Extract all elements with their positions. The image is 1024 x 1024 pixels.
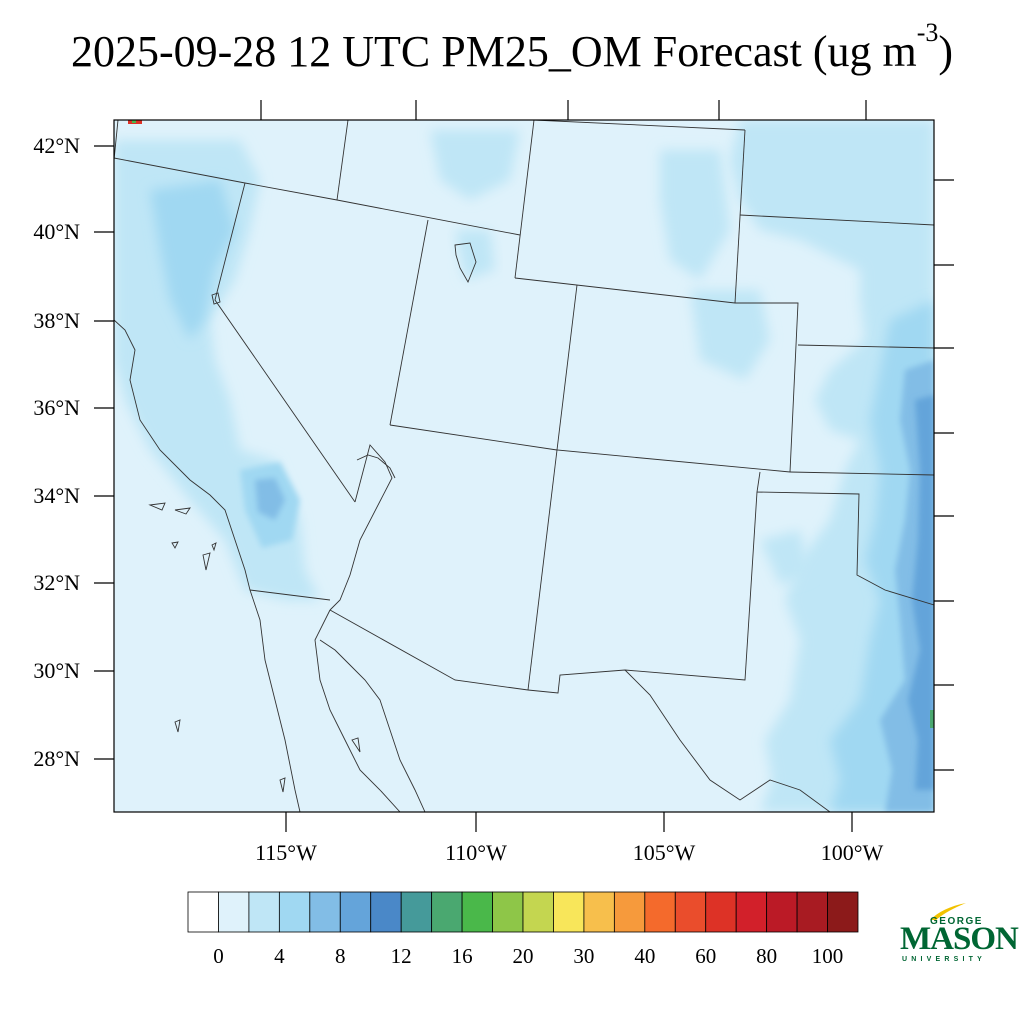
colorbar-swatch bbox=[766, 891, 798, 933]
colorbar-swatch bbox=[735, 891, 768, 933]
colorbar-swatch bbox=[522, 891, 554, 933]
colorbar-swatch bbox=[339, 891, 372, 933]
chart-title: 2025-09-28 12 UTC PM25_OM Forecast (ug m… bbox=[0, 18, 1024, 82]
lat-label-30: 30°N bbox=[33, 658, 80, 683]
colorbar-swatch bbox=[400, 891, 433, 933]
colorbar-swatch bbox=[278, 891, 311, 933]
title-superscript: -3 bbox=[916, 18, 939, 47]
lat-label-42: 42°N bbox=[33, 133, 80, 158]
lat-label-28: 28°N bbox=[33, 746, 80, 771]
colorbar-swatch bbox=[431, 891, 463, 933]
colorbar-label: 40 bbox=[634, 944, 656, 968]
logo-flame-icon bbox=[930, 903, 966, 920]
colorbar-swatch bbox=[248, 891, 280, 933]
lat-label-38: 38°N bbox=[33, 308, 80, 333]
colorbar-label: 100 bbox=[811, 944, 844, 968]
idaho-patch bbox=[430, 130, 520, 200]
colorbar-swatch bbox=[613, 891, 646, 933]
california-band-mid bbox=[150, 180, 235, 340]
political-boundaries bbox=[114, 120, 934, 812]
colorbar-label: 16 bbox=[451, 944, 473, 968]
logo-mason: MASON bbox=[900, 921, 1019, 957]
colorbar-label: 20 bbox=[512, 944, 534, 968]
title-close: ) bbox=[938, 27, 954, 76]
colorbar-swatch bbox=[705, 891, 737, 933]
wyoming-patch bbox=[660, 150, 730, 280]
colorbar-swatch bbox=[644, 891, 676, 933]
lon-label-100w: 100°W bbox=[820, 840, 884, 865]
colorbar-label: 0 bbox=[213, 944, 224, 968]
hotspot-marker-3 bbox=[930, 710, 934, 728]
colorbar bbox=[187, 891, 859, 933]
colorbar-swatch bbox=[827, 891, 859, 933]
colorbar-swatch bbox=[674, 891, 707, 933]
map-panel bbox=[114, 120, 934, 812]
lon-label-110w: 110°W bbox=[445, 840, 507, 865]
colorado-patch bbox=[690, 290, 770, 380]
concentration-field bbox=[114, 120, 934, 812]
colorbar-label: 60 bbox=[695, 944, 717, 968]
plains-band-peak bbox=[908, 395, 934, 790]
colorbar-swatch bbox=[218, 891, 250, 933]
logo-university: UNIVERSITY bbox=[902, 956, 987, 963]
southern-cal-core bbox=[255, 478, 285, 520]
colorbar-label: 4 bbox=[274, 944, 285, 968]
lat-label-32: 32°N bbox=[33, 570, 80, 595]
colorbar-label: 30 bbox=[573, 944, 595, 968]
colorbar-swatch bbox=[187, 891, 219, 933]
george-mason-logo: GEORGE MASON UNIVERSITY bbox=[898, 902, 1019, 968]
newmexico-patch bbox=[760, 530, 810, 585]
lon-label-105w: 105°W bbox=[632, 840, 696, 865]
colorbar-swatch bbox=[583, 891, 615, 933]
colorbar-swatch bbox=[309, 891, 341, 933]
colorbar-swatch bbox=[796, 891, 828, 933]
lat-label-34: 34°N bbox=[33, 483, 80, 508]
colorbar-label: 8 bbox=[335, 944, 346, 968]
map-frame bbox=[113, 119, 935, 813]
lat-label-40: 40°N bbox=[33, 219, 80, 244]
colorbar-swatch bbox=[461, 891, 493, 933]
logo-george: GEORGE bbox=[930, 916, 983, 927]
title-main: 2025-09-28 12 UTC PM25_OM Forecast (ug m bbox=[70, 27, 917, 76]
colorbar-swatch bbox=[370, 891, 402, 933]
colorbar-label: 12 bbox=[390, 944, 412, 968]
lon-label-115w: 115°W bbox=[255, 840, 317, 865]
utah-patch bbox=[455, 230, 495, 280]
colorbar-label: 80 bbox=[756, 944, 778, 968]
lat-label-36: 36°N bbox=[33, 395, 80, 420]
colorbar-swatch bbox=[553, 891, 585, 933]
hotspot-marker-2 bbox=[132, 120, 136, 123]
map-ticks bbox=[94, 100, 954, 832]
colorbar-swatch bbox=[492, 891, 524, 933]
